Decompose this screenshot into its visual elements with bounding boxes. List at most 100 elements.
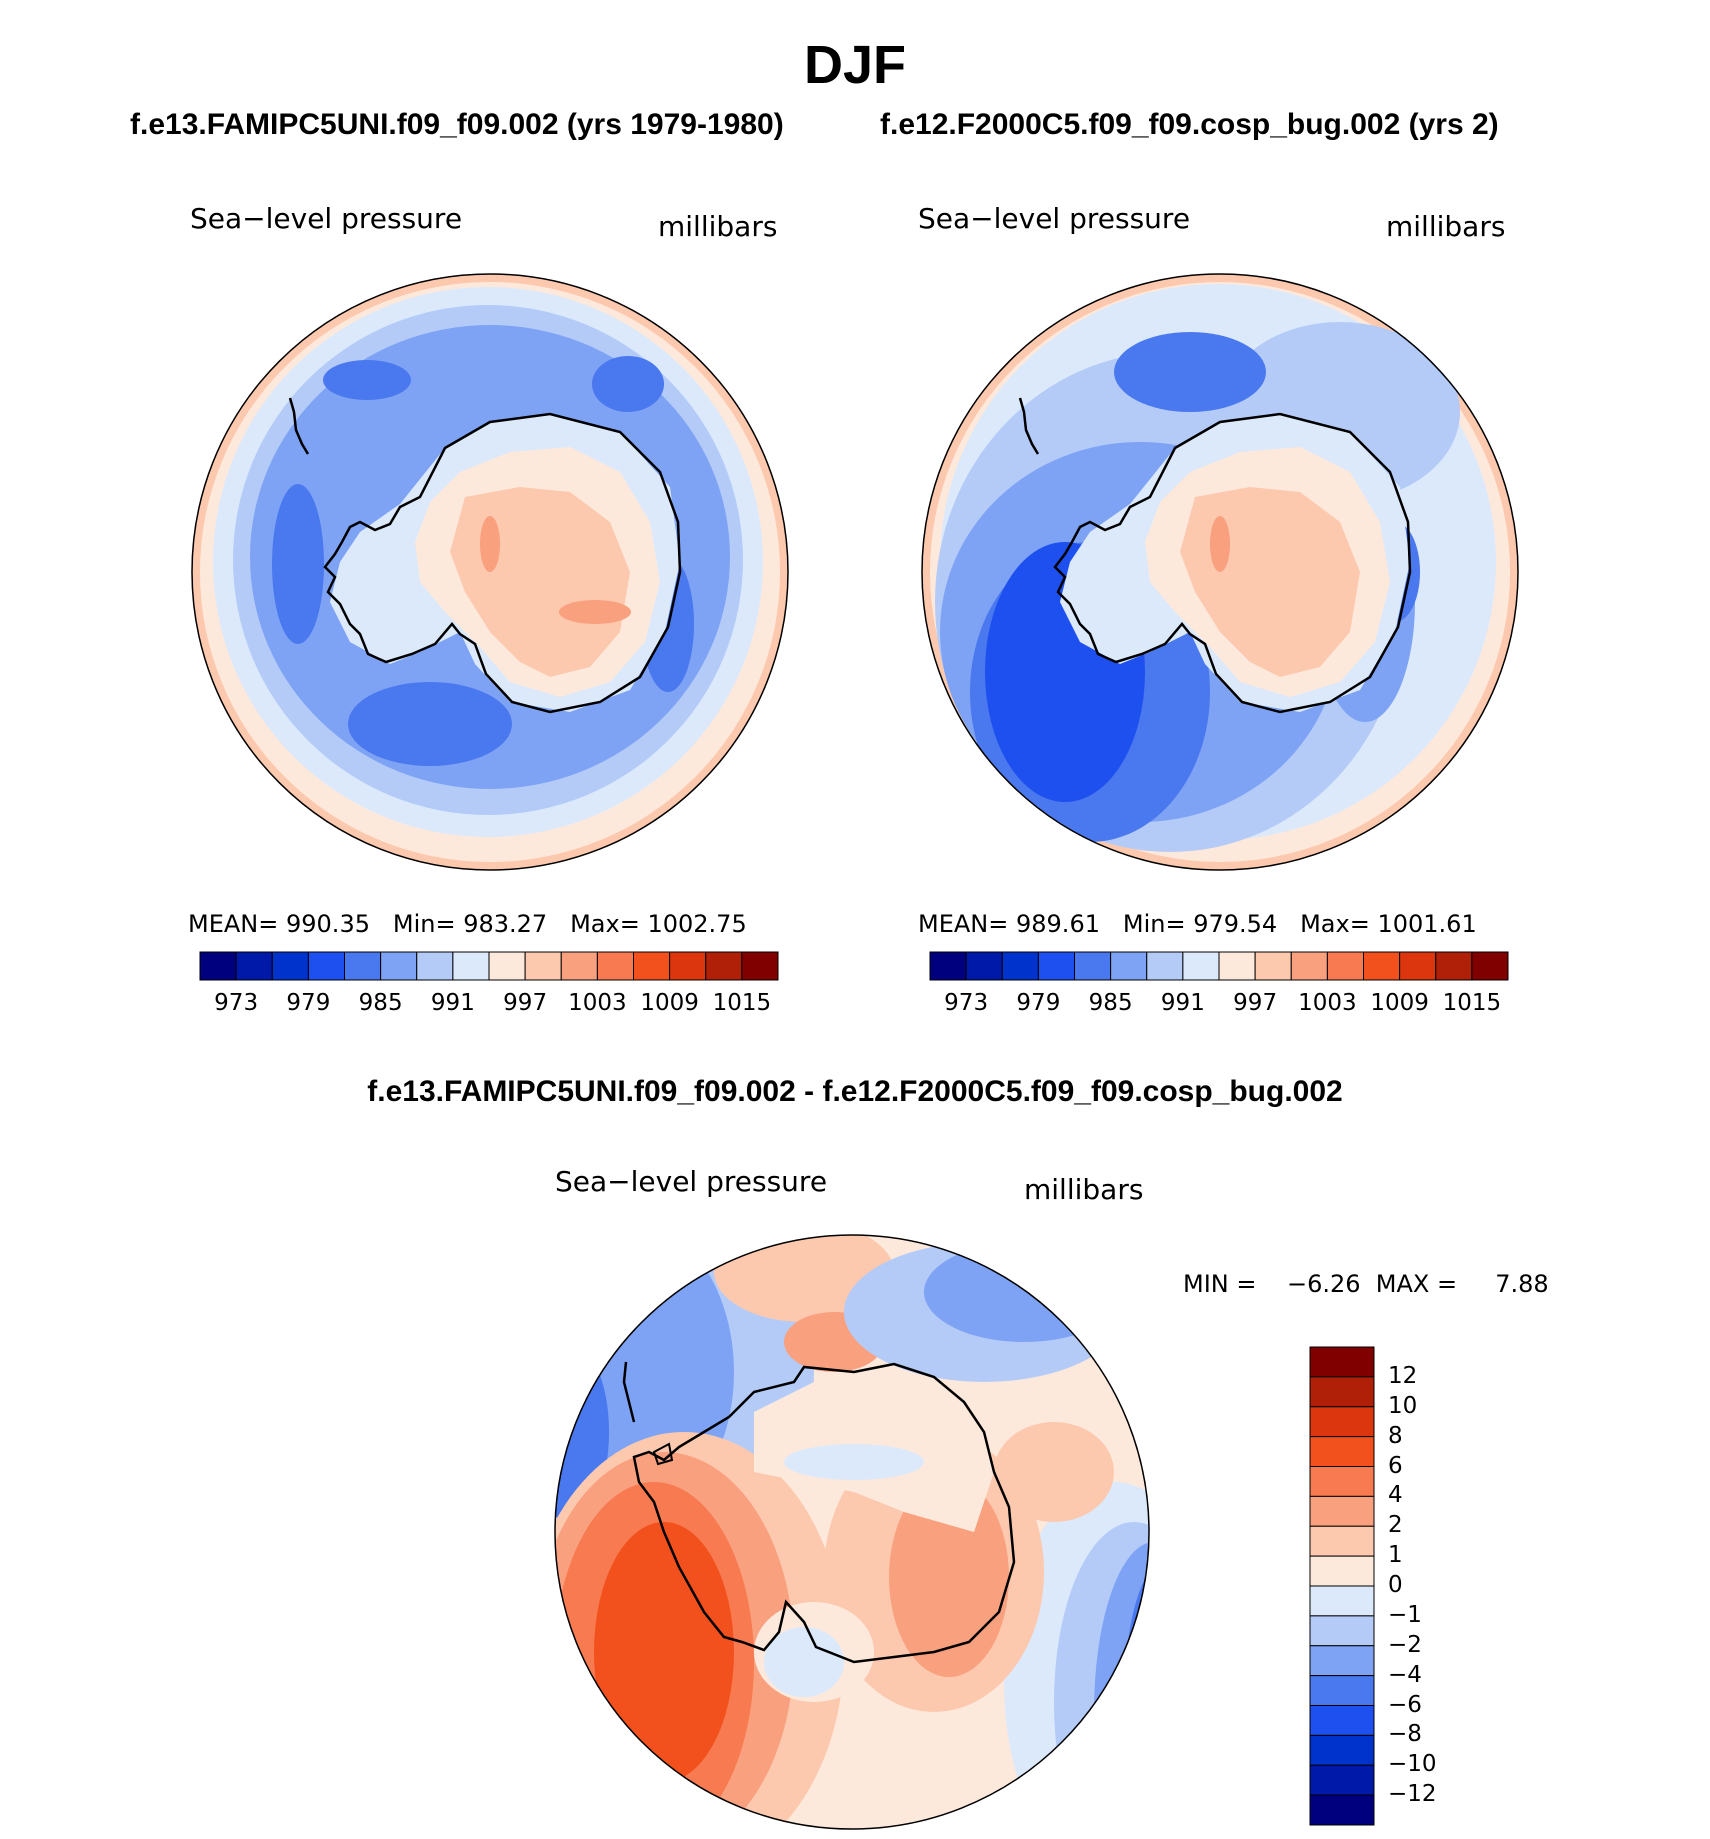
panel1-colorbar-swatch bbox=[488, 951, 526, 981]
panel1-colorbar-swatch bbox=[669, 951, 707, 981]
panel1-colorbar-tick-label: 985 bbox=[358, 990, 403, 1016]
panel2-colorbar-tick-label: 1015 bbox=[1442, 990, 1502, 1016]
difference-colorbar-swatch bbox=[1309, 1406, 1375, 1438]
panel1-colorbar-tick-label: 1015 bbox=[712, 990, 772, 1016]
panel1-colorbar-swatch bbox=[560, 951, 598, 981]
panel2-colorbar-tick-label: 979 bbox=[1016, 990, 1061, 1016]
panel2-colorbar-swatch bbox=[1471, 951, 1509, 981]
panel1-mean-label: MEAN= bbox=[188, 910, 279, 938]
panel1-stats: MEAN= 990.35 Min= 983.27 Max= 1002.75 bbox=[188, 910, 747, 938]
difference-colorbar bbox=[1309, 1346, 1375, 1826]
panel2-colorbar-swatch bbox=[1326, 951, 1364, 981]
difference-variable-label: Sea−level pressure bbox=[555, 1165, 828, 1198]
difference-colorbar-swatch bbox=[1309, 1466, 1375, 1497]
panel1-colorbar-swatch bbox=[741, 951, 779, 981]
difference-colorbar-labels: 12 10 8 6 4 2 1 0 −1 −2 −4 −6 −8 −10 −12 bbox=[1388, 1347, 1468, 1827]
difference-colorbar-tick-label: −1 bbox=[1388, 1601, 1422, 1628]
difference-colorbar-tick-label: −8 bbox=[1388, 1721, 1422, 1748]
difference-colorbar-swatch bbox=[1309, 1436, 1375, 1467]
panel2-min-label: Min= bbox=[1122, 910, 1186, 938]
panel2-colorbar-swatch bbox=[1182, 951, 1220, 981]
panel2-colorbar-swatch bbox=[1290, 951, 1328, 981]
difference-colorbar-swatch bbox=[1309, 1645, 1375, 1677]
difference-colorbar-tick-label: −6 bbox=[1388, 1691, 1422, 1718]
panel2-polar-map bbox=[921, 273, 1519, 871]
panel1-polar-map bbox=[191, 273, 789, 871]
panel1-colorbar-labels: 973 979 985 991 997 1003 1009 1015 bbox=[200, 990, 778, 1020]
difference-colorbar-tick-label: 0 bbox=[1388, 1572, 1403, 1598]
panel1-colorbar-tick-label: 997 bbox=[503, 990, 548, 1016]
difference-colorbar-swatch bbox=[1309, 1346, 1375, 1378]
difference-colorbar-tick-label: −2 bbox=[1388, 1631, 1422, 1658]
panel1-colorbar-swatch bbox=[271, 951, 309, 981]
panel2-max-label: Max= bbox=[1300, 910, 1370, 938]
panel1-colorbar bbox=[199, 951, 779, 981]
panel1-colorbar-swatch bbox=[416, 951, 454, 981]
panel1-colorbar-swatch bbox=[524, 951, 562, 981]
panel1-colorbar-tick-label: 1003 bbox=[568, 990, 627, 1016]
panel2-colorbar-swatch bbox=[1399, 951, 1437, 981]
panel2-mean-value: 989.61 bbox=[1016, 910, 1100, 938]
difference-colorbar-swatch bbox=[1309, 1615, 1375, 1647]
panel2-colorbar-swatch bbox=[1254, 951, 1292, 981]
panel1-mean-value: 990.35 bbox=[286, 910, 370, 938]
panel2-colorbar-tick-label: 997 bbox=[1233, 990, 1278, 1016]
panel2-stats: MEAN= 989.61 Min= 979.54 Max= 1001.61 bbox=[918, 910, 1477, 938]
panel2-colorbar-swatch bbox=[1218, 951, 1256, 981]
panel2-colorbar-tick-label: 985 bbox=[1088, 990, 1133, 1016]
panel1-max-label: Max= bbox=[570, 910, 640, 938]
panel2-colorbar-swatch bbox=[1110, 951, 1148, 981]
panel1-min-label: Min= bbox=[392, 910, 456, 938]
panel1-colorbar-tick-label: 973 bbox=[214, 990, 259, 1016]
difference-units-label: millibars bbox=[1024, 1173, 1144, 1206]
difference-colorbar-swatch bbox=[1309, 1555, 1375, 1587]
panel2-colorbar-swatch bbox=[1363, 951, 1401, 981]
panel2-colorbar-tick-label: 1009 bbox=[1370, 990, 1429, 1016]
panel1-colorbar-swatch bbox=[344, 951, 382, 981]
panel2-colorbar-swatch bbox=[1001, 951, 1039, 981]
panel2-colorbar-swatch bbox=[1074, 951, 1112, 981]
difference-colorbar-swatch bbox=[1309, 1675, 1375, 1706]
difference-colorbar-tick-label: 12 bbox=[1388, 1362, 1418, 1389]
panel1-colorbar-swatch bbox=[380, 951, 418, 981]
panel1-colorbar-swatch bbox=[633, 951, 671, 981]
difference-colorbar-swatch bbox=[1309, 1585, 1375, 1617]
difference-colorbar-tick-label: −10 bbox=[1388, 1751, 1437, 1778]
panel2-colorbar-tick-label: 991 bbox=[1160, 990, 1205, 1016]
difference-colorbar-tick-label: 8 bbox=[1388, 1422, 1403, 1449]
difference-colorbar-tick-label: 1 bbox=[1388, 1542, 1403, 1569]
panel2-colorbar-swatch bbox=[929, 951, 967, 981]
panel2-units-label: millibars bbox=[1386, 210, 1506, 243]
panel1-min-value: 983.27 bbox=[463, 910, 548, 938]
difference-colorbar-tick-label: 2 bbox=[1388, 1512, 1403, 1539]
panel2-colorbar-tick-label: 1003 bbox=[1298, 990, 1357, 1016]
panel1-colorbar-swatch bbox=[199, 951, 237, 981]
page-title: DJF bbox=[803, 35, 906, 95]
difference-colorbar-tick-label: 6 bbox=[1388, 1452, 1403, 1479]
panel1-case-title: f.e13.FAMIPC5UNI.f09_f09.002 (yrs 1979-1… bbox=[130, 108, 784, 141]
panel2-colorbar-tick-label: 973 bbox=[944, 990, 989, 1016]
panel1-variable-label: Sea−level pressure bbox=[190, 202, 463, 235]
panel1-colorbar-tick-label: 991 bbox=[430, 990, 475, 1016]
panel2-colorbar-labels: 973 979 985 991 997 1003 1009 1015 bbox=[930, 990, 1508, 1020]
difference-colorbar-swatch bbox=[1309, 1764, 1375, 1796]
panel2-variable-label: Sea−level pressure bbox=[918, 202, 1191, 235]
difference-colorbar-tick-label: −12 bbox=[1388, 1781, 1437, 1808]
panel2-colorbar-swatch bbox=[1146, 951, 1184, 981]
panel2-colorbar-swatch bbox=[965, 951, 1003, 981]
panel2-colorbar-swatch bbox=[1435, 951, 1473, 981]
panel2-colorbar bbox=[929, 951, 1509, 981]
difference-title: f.e13.FAMIPC5UNI.f09_f09.002 - f.e12.F20… bbox=[367, 1075, 1343, 1108]
difference-colorbar-tick-label: −4 bbox=[1388, 1661, 1422, 1688]
difference-colorbar-swatch bbox=[1309, 1495, 1375, 1527]
difference-colorbar-swatch bbox=[1309, 1734, 1375, 1766]
difference-polar-map bbox=[554, 1234, 1150, 1830]
panel1-max-value: 1002.75 bbox=[647, 910, 747, 938]
panel2-max-value: 1001.61 bbox=[1377, 910, 1477, 938]
panel2-mean-label: MEAN= bbox=[918, 910, 1009, 938]
panel1-colorbar-swatch bbox=[705, 951, 743, 981]
difference-minmax: MIN = −6.26 MAX = 7.88 bbox=[1183, 1270, 1549, 1298]
panel1-colorbar-tick-label: 1009 bbox=[640, 990, 699, 1016]
difference-colorbar-swatch bbox=[1309, 1525, 1375, 1557]
panel1-colorbar-tick-label: 979 bbox=[286, 990, 331, 1016]
